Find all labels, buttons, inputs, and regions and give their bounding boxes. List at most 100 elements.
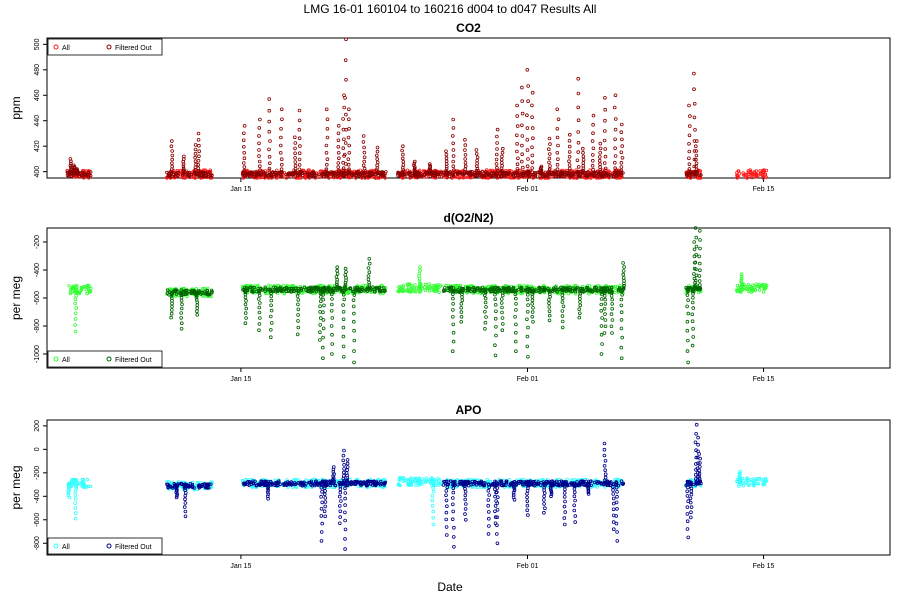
co2-point	[616, 172, 620, 177]
co2-point	[293, 156, 297, 160]
o2n2-point	[739, 280, 743, 284]
co2-point	[438, 173, 442, 177]
co2-point	[475, 158, 479, 163]
co2-point	[500, 150, 505, 155]
co2-point	[242, 161, 246, 165]
o2n2-point	[691, 335, 695, 339]
o2n2-point	[685, 319, 690, 324]
o2n2-point	[165, 291, 170, 295]
o2n2-point	[75, 285, 79, 289]
apo-point	[183, 509, 188, 514]
o2n2-point	[451, 296, 455, 301]
apo-point	[343, 518, 347, 523]
o2n2-point	[459, 314, 464, 319]
apo-point	[182, 505, 187, 509]
co2-point	[267, 108, 272, 113]
co2-point	[248, 171, 252, 175]
co2-point	[518, 168, 522, 173]
o2n2-point	[195, 312, 200, 317]
apo-point	[319, 494, 323, 499]
co2-point	[490, 173, 495, 178]
co2-point	[412, 163, 416, 168]
co2-point	[521, 171, 525, 175]
co2-point	[193, 155, 197, 160]
co2-point	[612, 105, 617, 110]
co2-point	[75, 167, 79, 171]
o2n2-point	[273, 286, 278, 290]
o2n2-point	[451, 339, 456, 344]
o2n2-point	[411, 287, 415, 291]
o2n2-point	[599, 308, 603, 313]
o2n2-point	[269, 294, 274, 299]
co2-point	[314, 173, 318, 177]
co2-point	[322, 172, 327, 176]
o2n2-point	[306, 289, 310, 293]
co2-point	[263, 174, 268, 179]
co2-point	[197, 171, 201, 176]
co2-point	[245, 171, 249, 176]
co2-point	[603, 147, 607, 151]
co2-point	[556, 170, 561, 175]
apo-x-tick-label: Feb 01	[517, 563, 539, 570]
apo-point	[183, 493, 188, 498]
o2n2-point	[366, 274, 371, 278]
o2n2-point	[525, 309, 530, 314]
o2n2-point	[622, 283, 626, 288]
o2n2-point	[169, 315, 173, 320]
co2-point	[543, 170, 547, 174]
o2n2-point	[744, 284, 748, 289]
o2n2-point	[685, 328, 690, 333]
o2n2-point	[547, 301, 551, 306]
co2-point	[373, 176, 377, 180]
co2-point	[347, 107, 351, 112]
o2n2-point	[488, 289, 493, 294]
co2-point	[515, 149, 519, 154]
co2-point	[494, 157, 499, 162]
co2-point	[598, 162, 602, 166]
co2-point	[355, 170, 359, 174]
co2-point	[451, 173, 455, 177]
o2n2-point	[194, 295, 199, 300]
co2-point	[170, 139, 174, 143]
co2-point	[210, 173, 214, 178]
o2n2-point	[619, 356, 624, 361]
co2-point	[343, 58, 348, 62]
o2n2-point	[180, 291, 184, 296]
apo-point	[74, 497, 78, 501]
o2n2-point	[602, 294, 607, 298]
co2-point	[344, 127, 348, 132]
co2-point	[267, 97, 272, 101]
o2n2-point	[321, 292, 326, 297]
o2n2-point	[78, 290, 82, 294]
co2-point	[193, 171, 197, 176]
o2n2-point	[269, 291, 273, 296]
co2-point	[563, 174, 567, 178]
co2-point	[603, 154, 608, 159]
apo-point	[345, 468, 349, 472]
o2n2-point	[263, 285, 267, 289]
o2n2-point	[560, 309, 565, 313]
co2-point	[547, 152, 552, 156]
co2-point	[547, 156, 552, 161]
o2n2-point	[505, 289, 509, 294]
co2-point	[495, 134, 499, 139]
apo-point	[80, 480, 84, 485]
co2-point	[193, 143, 198, 147]
co2-point	[603, 118, 607, 123]
co2-point	[375, 160, 380, 165]
co2-point	[362, 155, 367, 160]
o2n2-point	[542, 286, 547, 290]
o2n2-point	[555, 290, 559, 294]
co2-point	[83, 172, 87, 177]
co2-point	[617, 176, 622, 180]
apo-point	[73, 506, 78, 510]
co2-point	[196, 131, 201, 136]
apo-point	[345, 461, 350, 466]
apo-point	[304, 478, 308, 482]
o2n2-point	[573, 292, 578, 296]
co2-point	[379, 172, 383, 177]
apo-point	[66, 489, 71, 494]
co2-point	[519, 159, 524, 164]
